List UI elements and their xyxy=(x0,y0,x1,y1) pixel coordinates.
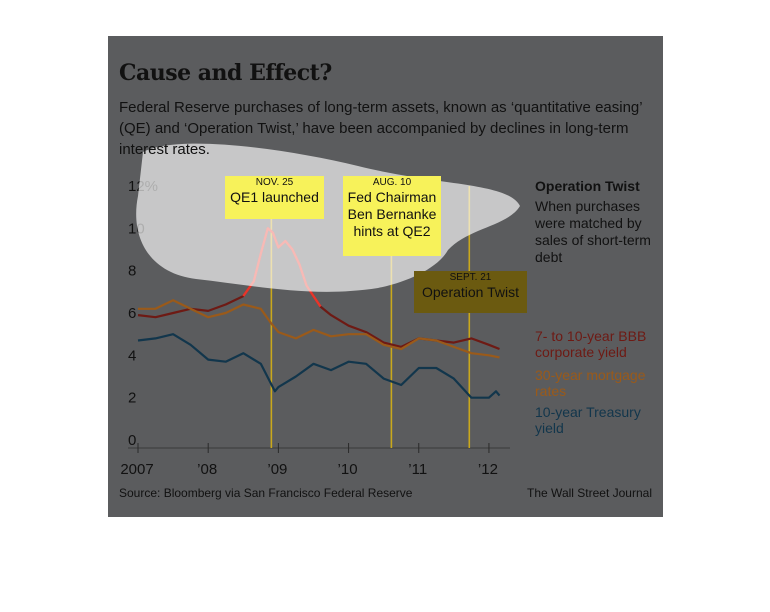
side-note-heading: Operation Twist xyxy=(535,178,640,194)
annotation-date: AUG. 10 xyxy=(372,177,412,188)
series-label-mortgage: 30-year mortgage rates xyxy=(535,367,646,399)
annotation-qe2: AUG. 10 Fed Chairman Ben Bernanke hints … xyxy=(343,176,441,256)
series-line-2 xyxy=(137,333,501,399)
x-tick-label: ’09 xyxy=(267,461,287,478)
series-label-treasury: 10-year Treasury yield xyxy=(535,404,641,436)
chart-panel: 2007’08’09’10’11’12024681012% Cause and … xyxy=(108,36,663,517)
speech-bubble-overlay xyxy=(136,143,520,292)
annotation-date: SEPT. 21 xyxy=(449,272,492,283)
annotation-qe1: NOV. 25 QE1 launched xyxy=(225,176,324,219)
annotation-text: QE1 launched xyxy=(230,189,319,205)
x-tick-label: ’12 xyxy=(478,461,498,478)
y-tick-label: 4 xyxy=(128,347,136,364)
chart-subtitle: Federal Reserve purchases of long-term a… xyxy=(119,99,643,158)
y-tick-label: 6 xyxy=(128,305,136,322)
publisher-credit: The Wall Street Journal xyxy=(527,486,652,500)
x-tick-label: 2007 xyxy=(120,461,153,478)
grid-lines xyxy=(128,443,510,453)
annotation-text: Operation Twist xyxy=(421,284,519,300)
y-tick-label: 8 xyxy=(128,263,136,280)
y-tick-label: 0 xyxy=(128,432,136,449)
series-line-1 xyxy=(138,299,500,359)
side-note-body: When purchases were matched by sales of … xyxy=(535,198,651,265)
annotation-text: Fed Chairman Ben Bernanke hints at QE2 xyxy=(347,189,437,239)
annotation-date: NOV. 25 xyxy=(255,177,294,188)
x-tick-label: ’08 xyxy=(197,461,217,478)
x-tick-label: ’10 xyxy=(338,461,358,478)
annotation-operation-twist: SEPT. 21 Operation Twist xyxy=(414,271,527,313)
series-label-bbb: 7- to 10-year BBB corporate yield xyxy=(535,328,647,360)
source-note: Source: Bloomberg via San Francisco Fede… xyxy=(119,486,413,500)
y-tick-label: 2 xyxy=(128,390,136,407)
chart-title: Cause and Effect? xyxy=(119,60,332,86)
x-tick-label: ’11 xyxy=(408,461,427,478)
